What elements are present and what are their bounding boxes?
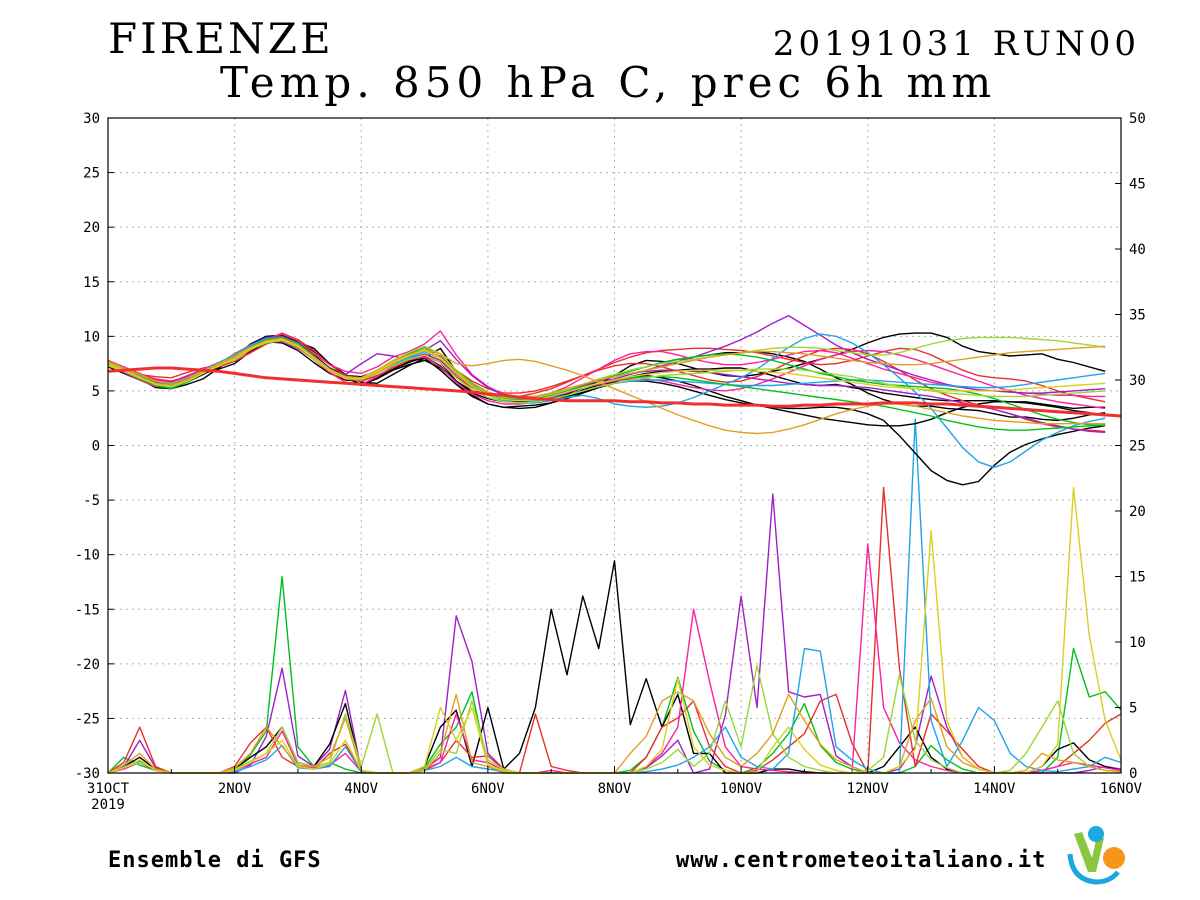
x-tick-label: 4NOV (344, 781, 378, 797)
grid (108, 118, 1121, 773)
x-tick-label: 6NOV (471, 781, 505, 797)
right-tick-label: 10 (1129, 635, 1146, 651)
x-tick-label: 10NOV (720, 781, 763, 797)
right-tick-label: 45 (1129, 177, 1146, 193)
left-tick-label: 0 (92, 439, 100, 455)
x-tick-label: 2NOV (218, 781, 252, 797)
left-axis: 30 25 20 15 10 5 0 -5 -10 -15 -20 -25 -30 (75, 111, 114, 782)
left-tick-label: 15 (83, 275, 100, 291)
right-tick-label: 20 (1129, 504, 1146, 520)
right-tick-label: 50 (1129, 111, 1146, 127)
left-tick-label: 20 (83, 220, 100, 236)
left-tick-label: 30 (83, 111, 100, 127)
right-tick-label: 30 (1129, 373, 1146, 389)
right-tick-label: 15 (1129, 570, 1146, 586)
ensemble-label: Ensemble di GFS (108, 848, 322, 873)
city-title: FIRENZE (108, 14, 334, 63)
left-tick-label: 10 (83, 329, 100, 345)
temperature-mean-line (107, 366, 1122, 418)
x-axis: 31OCT 2NOV 4NOV 6NOV 8NOV 10NOV 12NOV 14NOV 16NO… (87, 766, 1143, 813)
run-label: 20191031 RUN00 (772, 24, 1140, 64)
centrometeoitaliano-logo-icon (1067, 826, 1125, 885)
left-tick-label: 25 (83, 166, 100, 182)
chart-subtitle: Temp. 850 hPa C, prec 6h mm (220, 58, 997, 107)
left-tick-label: -15 (75, 602, 100, 618)
left-tick-label: 5 (92, 384, 100, 400)
x-tick-label: 12NOV (847, 781, 890, 797)
right-tick-label: 40 (1129, 242, 1146, 258)
website-link[interactable]: www.centrometeoitaliano.it (676, 848, 1047, 873)
x-tick-year-label: 2019 (91, 797, 125, 813)
right-tick-label: 0 (1129, 766, 1137, 782)
right-tick-label: 35 (1129, 308, 1146, 324)
temperature-series (107, 314, 1106, 486)
left-tick-label: -20 (75, 657, 100, 673)
x-tick-label: 8NOV (598, 781, 632, 797)
temperature-mean-series (107, 366, 1122, 418)
x-tick-label: 31OCT (87, 781, 130, 797)
right-tick-label: 5 (1129, 701, 1137, 717)
x-tick-label: 14NOV (973, 781, 1016, 797)
left-tick-label: -30 (75, 766, 100, 782)
temperature-member-line (107, 337, 1106, 399)
x-tick-label: 16NOV (1100, 781, 1143, 797)
right-tick-label: 25 (1129, 439, 1146, 455)
left-tick-label: -10 (75, 548, 100, 564)
precip-member-line (107, 560, 1122, 774)
left-tick-label: -25 (75, 711, 100, 727)
left-tick-label: -5 (83, 493, 100, 509)
temperature-member-line (107, 338, 1106, 402)
